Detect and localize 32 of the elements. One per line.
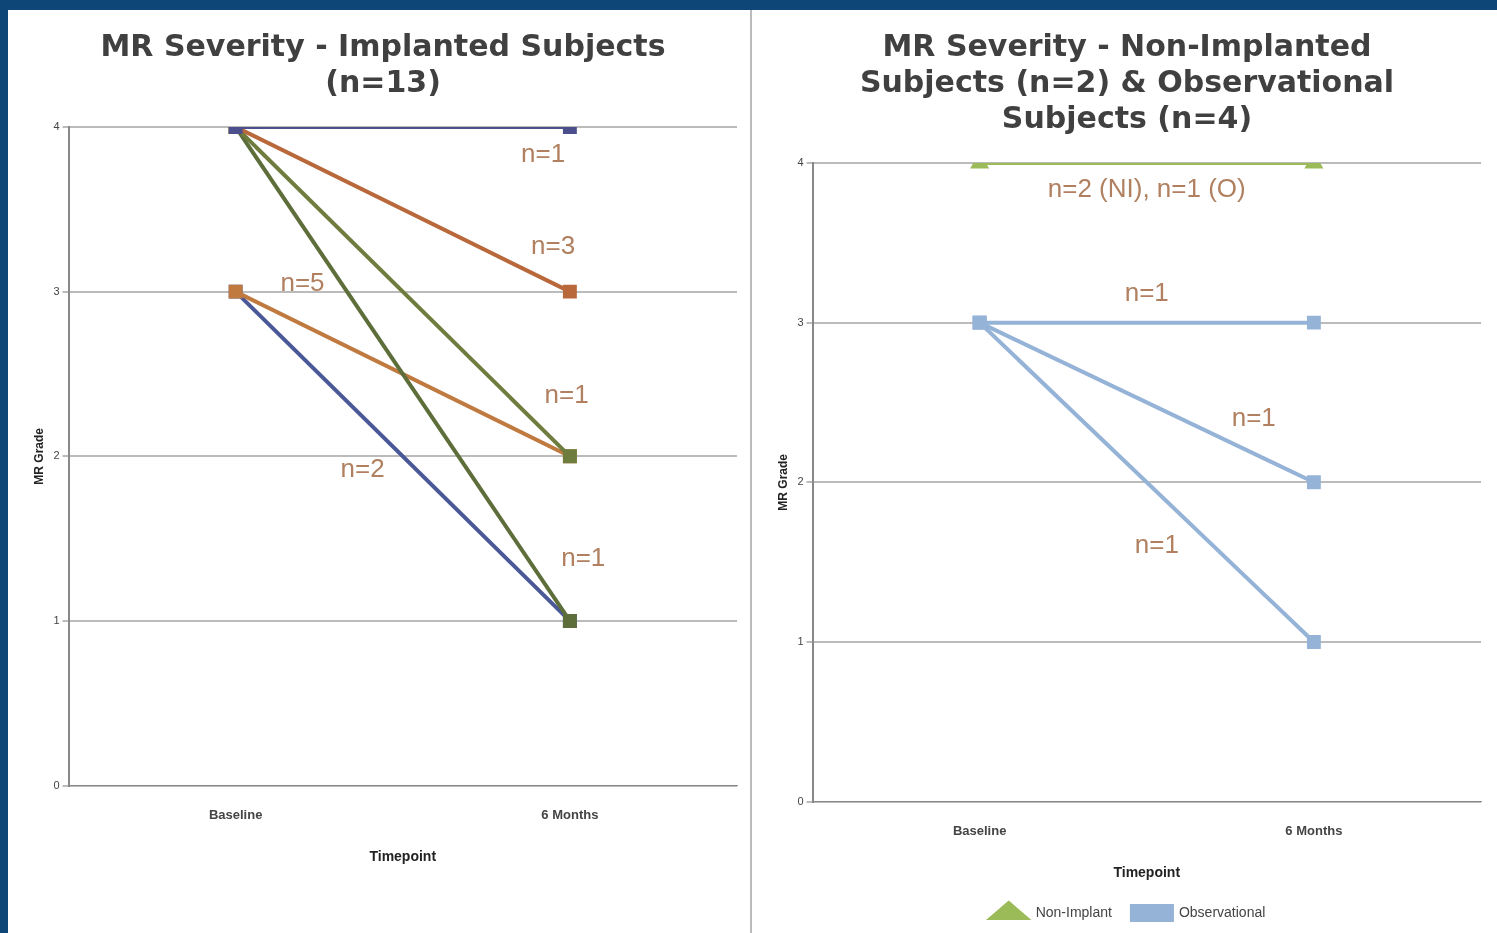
y-tick-label: 1 — [797, 634, 804, 647]
x-axis-title: Timepoint — [369, 848, 437, 865]
y-tick-label: 2 — [797, 475, 804, 488]
y-axis-title: MR Grade — [31, 427, 46, 485]
annotation: n=1 — [1124, 277, 1169, 308]
y-axis-title: MR Grade — [775, 453, 790, 511]
y-tick-label: 0 — [797, 794, 804, 807]
annotation: n=2 — [340, 452, 385, 483]
annotation: n=1 — [544, 378, 589, 409]
annotation: n=1 — [521, 138, 566, 169]
y-tick-label: 4 — [53, 120, 60, 133]
annotation: n=1 — [1134, 529, 1179, 560]
x-tick-label: 6 Months — [1285, 822, 1343, 838]
annotation: n=3 — [531, 230, 576, 261]
chart-title: MR Severity - Implanted Subjects (n=13) — [100, 27, 666, 99]
y-tick-label: 4 — [797, 156, 804, 169]
y-tick-label: 1 — [53, 613, 60, 626]
legend-label: Observational — [1178, 903, 1266, 920]
x-tick-label: Baseline — [952, 822, 1007, 838]
annotation: n=2 (NI), n=1 (O) — [1047, 173, 1246, 204]
y-tick-label: 2 — [53, 449, 60, 462]
y-tick-label: 3 — [53, 284, 60, 297]
legend-label: Non-Implant — [1035, 903, 1113, 920]
chart-title: MR Severity - Non-Implanted Subjects (n=2) & Observational Subjects (n=4) — [859, 27, 1395, 135]
annotation: n=1 — [1231, 401, 1276, 432]
x-axis-title: Timepoint — [1113, 864, 1181, 881]
x-tick-label: 6 Months — [541, 806, 599, 822]
y-tick-label: 0 — [53, 778, 60, 791]
annotation: n=5 — [280, 266, 325, 297]
x-tick-label: Baseline — [208, 806, 263, 822]
y-tick-label: 3 — [797, 315, 804, 328]
annotation: n=1 — [561, 541, 606, 572]
